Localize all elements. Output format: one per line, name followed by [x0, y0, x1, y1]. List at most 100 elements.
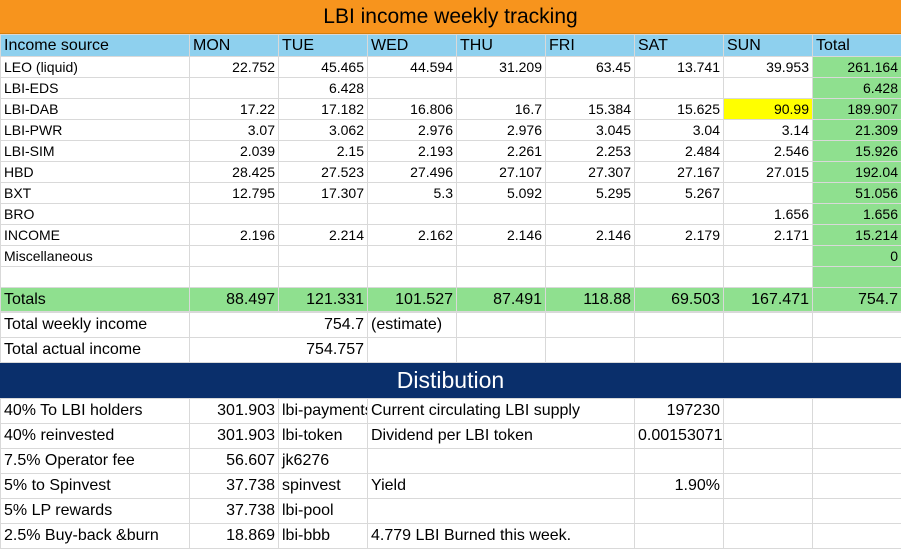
cell[interactable]	[635, 78, 724, 99]
cell[interactable]: 31.209	[457, 57, 546, 78]
row-total[interactable]: 21.309	[813, 120, 901, 141]
cell[interactable]: 2.146	[457, 225, 546, 246]
row-total[interactable]: 51.056	[813, 183, 901, 204]
row-total[interactable]: 15.214	[813, 225, 901, 246]
cell[interactable]	[546, 204, 635, 225]
cell[interactable]: 27.496	[368, 162, 457, 183]
cell[interactable]: 2.171	[724, 225, 813, 246]
cell[interactable]: 5.3	[368, 183, 457, 204]
row-total[interactable]: 1.656	[813, 204, 901, 225]
cell[interactable]: 45.465	[279, 57, 368, 78]
distribution-value[interactable]: 301.903	[190, 399, 279, 424]
cell[interactable]: 44.594	[368, 57, 457, 78]
distribution-value[interactable]: 56.607	[190, 449, 279, 474]
total-cell[interactable]: 69.503	[635, 288, 724, 312]
cell[interactable]: 17.22	[190, 99, 279, 120]
total-cell[interactable]: 87.491	[457, 288, 546, 312]
cell[interactable]: 16.806	[368, 99, 457, 120]
cell[interactable]: 3.045	[546, 120, 635, 141]
cell[interactable]: 1.656	[724, 204, 813, 225]
cell[interactable]: 3.04	[635, 120, 724, 141]
cell[interactable]: 22.752	[190, 57, 279, 78]
cell[interactable]: 5.092	[457, 183, 546, 204]
cell[interactable]	[724, 78, 813, 99]
distribution-value[interactable]: 301.903	[190, 424, 279, 449]
cell[interactable]: 2.039	[190, 141, 279, 162]
cell[interactable]: 3.14	[724, 120, 813, 141]
row-total[interactable]: 192.04	[813, 162, 901, 183]
distribution-info-value[interactable]: 197230	[635, 399, 724, 424]
cell[interactable]: 2.484	[635, 141, 724, 162]
cell[interactable]: 2.146	[546, 225, 635, 246]
cell[interactable]	[546, 246, 635, 267]
row-total[interactable]: 15.926	[813, 141, 901, 162]
cell[interactable]: 2.976	[457, 120, 546, 141]
cell[interactable]: 27.107	[457, 162, 546, 183]
weekly-income-value[interactable]: 754.7	[190, 313, 368, 338]
cell[interactable]: 12.795	[190, 183, 279, 204]
grand-total[interactable]: 754.7	[813, 288, 901, 312]
cell[interactable]: 2.253	[546, 141, 635, 162]
row-total[interactable]: 261.164	[813, 57, 901, 78]
cell[interactable]: 2.193	[368, 141, 457, 162]
cell[interactable]: 39.953	[724, 57, 813, 78]
cell[interactable]: 2.261	[457, 141, 546, 162]
cell[interactable]: 28.425	[190, 162, 279, 183]
cell[interactable]: 2.162	[368, 225, 457, 246]
actual-income-value[interactable]: 754.757	[190, 338, 368, 363]
cell[interactable]: 13.741	[635, 57, 724, 78]
cell[interactable]: 3.07	[190, 120, 279, 141]
cell[interactable]: 27.167	[635, 162, 724, 183]
distribution-info-value[interactable]	[635, 524, 724, 549]
distribution-value[interactable]: 37.738	[190, 474, 279, 499]
cell[interactable]	[190, 246, 279, 267]
cell[interactable]: 15.625	[635, 99, 724, 120]
cell[interactable]: 17.182	[279, 99, 368, 120]
cell[interactable]	[279, 246, 368, 267]
total-cell[interactable]: 88.497	[190, 288, 279, 312]
total-cell[interactable]: 121.331	[279, 288, 368, 312]
cell[interactable]	[368, 78, 457, 99]
cell[interactable]: 27.307	[546, 162, 635, 183]
cell[interactable]: 16.7	[457, 99, 546, 120]
cell[interactable]: 27.015	[724, 162, 813, 183]
row-total[interactable]: 6.428	[813, 78, 901, 99]
cell[interactable]: 6.428	[279, 78, 368, 99]
cell[interactable]	[368, 204, 457, 225]
distribution-value[interactable]: 37.738	[190, 499, 279, 524]
distribution-info-value[interactable]: 0.001530715	[635, 424, 724, 449]
distribution-info-value[interactable]	[635, 449, 724, 474]
cell[interactable]	[457, 78, 546, 99]
cell[interactable]	[724, 246, 813, 267]
cell[interactable]	[279, 204, 368, 225]
cell[interactable]	[635, 204, 724, 225]
cell[interactable]: 2.546	[724, 141, 813, 162]
row-total[interactable]: 0	[813, 246, 901, 267]
cell[interactable]: 3.062	[279, 120, 368, 141]
cell[interactable]: 17.307	[279, 183, 368, 204]
cell[interactable]: 15.384	[546, 99, 635, 120]
cell[interactable]: 5.295	[546, 183, 635, 204]
cell[interactable]: 2.15	[279, 141, 368, 162]
total-cell[interactable]: 101.527	[368, 288, 457, 312]
distribution-info-value[interactable]: 1.90%	[635, 474, 724, 499]
cell[interactable]	[190, 78, 279, 99]
cell[interactable]	[724, 183, 813, 204]
cell[interactable]: 63.45	[546, 57, 635, 78]
cell[interactable]: 27.523	[279, 162, 368, 183]
distribution-info-value[interactable]	[635, 499, 724, 524]
cell[interactable]: 2.214	[279, 225, 368, 246]
distribution-value[interactable]: 18.869	[190, 524, 279, 549]
total-cell[interactable]: 118.88	[546, 288, 635, 312]
cell[interactable]: 2.196	[190, 225, 279, 246]
total-cell[interactable]: 167.471	[724, 288, 813, 312]
cell[interactable]: 2.976	[368, 120, 457, 141]
cell[interactable]: 5.267	[635, 183, 724, 204]
cell[interactable]	[546, 78, 635, 99]
cell[interactable]	[457, 204, 546, 225]
cell[interactable]: 90.99	[724, 99, 813, 120]
cell[interactable]	[635, 246, 724, 267]
cell[interactable]	[457, 246, 546, 267]
cell[interactable]	[190, 204, 279, 225]
row-total[interactable]: 189.907	[813, 99, 901, 120]
